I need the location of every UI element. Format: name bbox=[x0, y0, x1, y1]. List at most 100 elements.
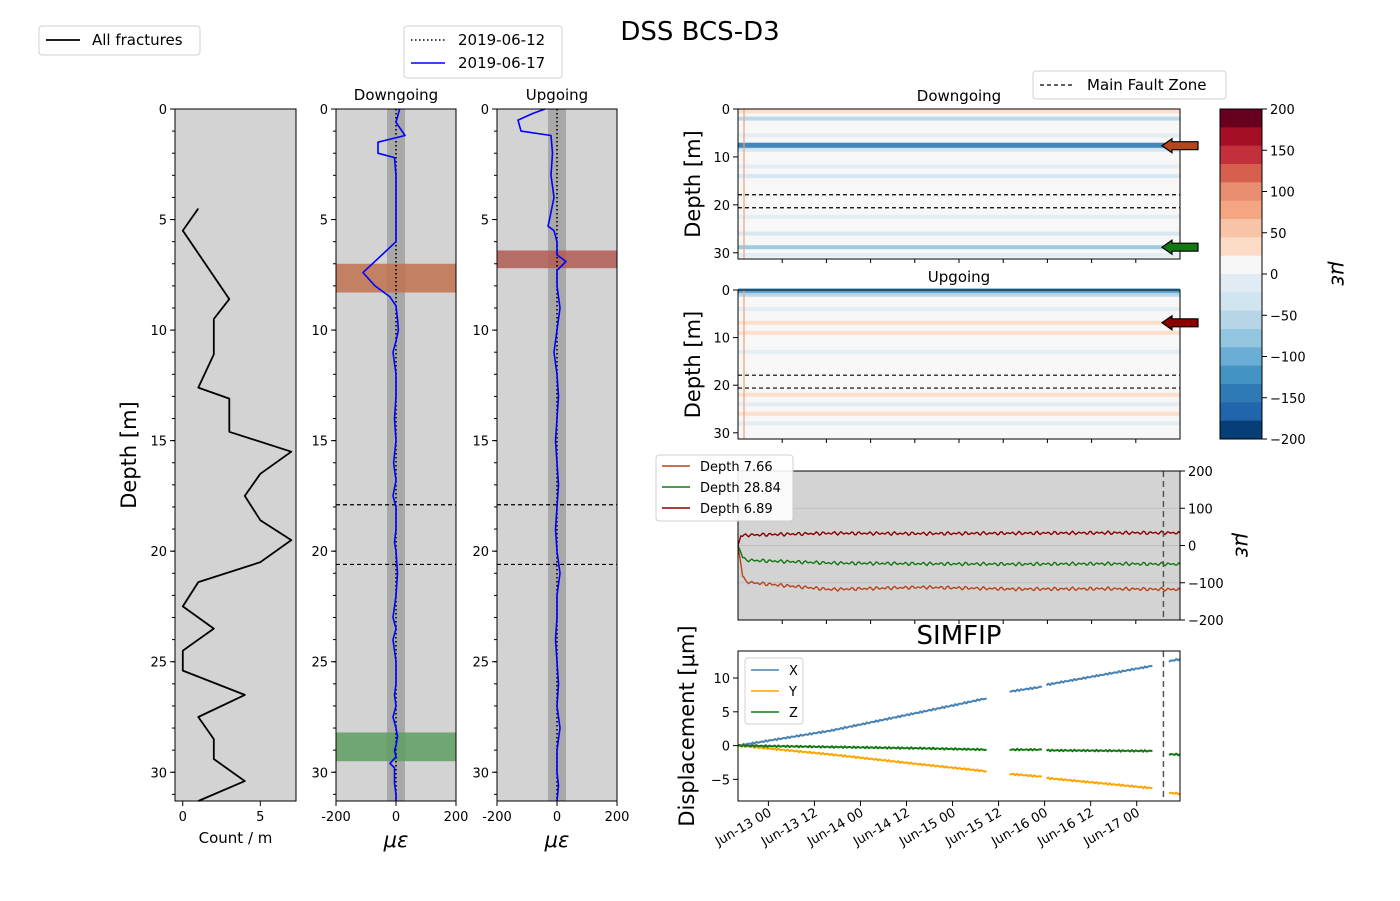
timeseries-ylabel: με bbox=[1231, 532, 1255, 558]
downgoing-waterfall-strain-band bbox=[738, 214, 1180, 219]
simfip-line-Y bbox=[1168, 791, 1181, 796]
fractures-frame bbox=[174, 108, 297, 802]
simfip-ytick-label: 0 bbox=[722, 740, 730, 755]
colorbar-bin bbox=[1220, 347, 1262, 367]
upgoing-waterfall-strain-band bbox=[738, 292, 1180, 297]
upgoing-waterfall-ytick-label: 20 bbox=[713, 379, 730, 394]
simfip-line-Z bbox=[1009, 747, 1043, 752]
timeseries-ytick-label: 100 bbox=[1188, 502, 1213, 517]
fractures-ytick-label: 25 bbox=[150, 656, 167, 671]
downgoing-waterfall-ytick-label: 0 bbox=[722, 103, 730, 118]
legend-label-baseline: 2019-06-12 bbox=[458, 31, 545, 49]
upgoing-waterfall-strain-band bbox=[738, 320, 1180, 325]
downgoing-waterfall-strain-band bbox=[738, 174, 1180, 179]
downgoing-waterfall-strain-band bbox=[738, 116, 1180, 121]
colorbar-tick-label: 50 bbox=[1270, 227, 1287, 242]
figure-title: DSS BCS-D3 bbox=[620, 17, 779, 47]
fault-legend bbox=[1032, 70, 1227, 100]
upgoing-waterfall-ylabel: Depth [m] bbox=[681, 311, 705, 418]
upgoing-profile-highlight-zone bbox=[497, 250, 617, 269]
downgoing-waterfall-strain-band bbox=[738, 147, 1180, 152]
downgoing-profile-series-2019-06-17 bbox=[362, 108, 406, 801]
fractures-ytick-label: 15 bbox=[150, 435, 167, 450]
upgoing-waterfall-strain-band bbox=[738, 330, 1180, 335]
simfip-line-X bbox=[1045, 664, 1153, 687]
colorbar-bin bbox=[1220, 164, 1262, 183]
downgoing-profile-ytick-label: 30 bbox=[311, 766, 328, 781]
upgoing-waterfall-ytick-label: 0 bbox=[722, 284, 730, 299]
fracture-count-line bbox=[181, 207, 293, 802]
profile-legend bbox=[403, 25, 563, 79]
fractures-xtick-label: 0 bbox=[179, 810, 187, 825]
downgoing-waterfall-strain-band bbox=[738, 154, 1180, 159]
simfip-title: SIMFIP bbox=[917, 621, 1002, 651]
timeseries-ytick-label: −100 bbox=[1188, 577, 1224, 592]
simfip-line-Z bbox=[1168, 752, 1181, 757]
downgoing-waterfall-strain-band bbox=[738, 142, 1180, 149]
downgoing-profile-ytick-label: 25 bbox=[311, 656, 328, 671]
upgoing-profile-series-2019-06-17 bbox=[517, 108, 567, 802]
colorbar-bin bbox=[1220, 329, 1262, 348]
simfip-line-Z bbox=[1045, 748, 1153, 753]
fractures-ytick-label: 0 bbox=[159, 103, 167, 118]
simfip-legend-label: Y bbox=[788, 685, 797, 700]
simfip-line-Y bbox=[1046, 776, 1153, 790]
fractures-ytick-label: 10 bbox=[150, 324, 167, 339]
downgoing-profile-ytick-label: 20 bbox=[311, 545, 328, 560]
downgoing-profile-title: Downgoing bbox=[354, 86, 438, 104]
upgoing-profile-ytick-label: 20 bbox=[472, 545, 489, 560]
upgoing-waterfall-ytick-label: 30 bbox=[713, 427, 730, 442]
colorbar-tick-label: −200 bbox=[1270, 433, 1306, 448]
simfip-legend-label: X bbox=[789, 664, 798, 679]
colorbar-bin bbox=[1220, 365, 1262, 385]
timeseries-ytick-label: 200 bbox=[1188, 465, 1213, 480]
timeseries-ytick-label: −200 bbox=[1188, 614, 1224, 629]
downgoing-profile-ytick-label: 10 bbox=[311, 324, 328, 339]
downgoing-waterfall-ytick-label: 10 bbox=[713, 151, 730, 166]
upgoing-profile-ytick-label: 5 bbox=[481, 214, 489, 229]
colorbar-bin bbox=[1220, 274, 1262, 293]
upgoing-waterfall-strain-band bbox=[738, 307, 1180, 312]
colorbar-bin bbox=[1220, 127, 1262, 147]
upgoing-waterfall-strain-band bbox=[738, 359, 1180, 364]
upgoing-waterfall-strain-band bbox=[738, 378, 1180, 383]
timeseries-line-Depth 28.84 bbox=[737, 545, 1181, 567]
colorbar-bin bbox=[1220, 109, 1262, 128]
upgoing-profile-xtick-label: -200 bbox=[482, 810, 512, 825]
colorbar-bin bbox=[1220, 310, 1262, 330]
downgoing-waterfall-ylabel: Depth [m] bbox=[681, 130, 705, 237]
simfip-ytick-label: 10 bbox=[713, 672, 730, 687]
simfip-line-Y bbox=[737, 744, 987, 773]
fractures-ytick-label: 5 bbox=[159, 214, 167, 229]
simfip-line-X bbox=[737, 697, 988, 747]
colorbar-bin bbox=[1220, 292, 1262, 312]
upgoing-profile-ytick-label: 10 bbox=[472, 324, 489, 339]
downgoing-waterfall-depth-arrow bbox=[1160, 137, 1199, 154]
simfip-frame bbox=[737, 650, 1181, 802]
colorbar-bin bbox=[1220, 200, 1262, 220]
colorbar-bin bbox=[1220, 219, 1262, 238]
colorbar-tick-label: 0 bbox=[1270, 268, 1278, 283]
upgoing-profile-xtick-label: 200 bbox=[605, 810, 630, 825]
upgoing-waterfall-strain-band bbox=[738, 349, 1180, 354]
timeseries-ytick-label: 0 bbox=[1188, 540, 1196, 555]
timeseries-line-Depth 6.89 bbox=[737, 530, 1181, 546]
downgoing-profile-xtick-label: 200 bbox=[444, 810, 469, 825]
fractures-background bbox=[175, 109, 296, 801]
downgoing-waterfall-strain-band bbox=[738, 183, 1180, 188]
downgoing-profile-ytick-label: 0 bbox=[320, 103, 328, 118]
colorbar-bin bbox=[1220, 420, 1262, 440]
downgoing-profile-xlabel: με bbox=[383, 828, 409, 852]
downgoing-waterfall-strain-band bbox=[738, 231, 1180, 236]
downgoing-waterfall-strain-band bbox=[738, 164, 1180, 169]
colorbar-label: με bbox=[1327, 261, 1351, 287]
upgoing-waterfall-strain-band bbox=[738, 430, 1180, 435]
plot-layer: 0 5 10 15 20 25 30 0 5 Count / m Depth [m] All frac… bbox=[38, 25, 1351, 852]
upgoing-waterfall-title: Upgoing bbox=[928, 268, 990, 286]
upgoing-profile-title: Upgoing bbox=[526, 86, 588, 104]
downgoing-waterfall-title: Downgoing bbox=[917, 87, 1001, 105]
downgoing-profile-xtick-label: 0 bbox=[392, 810, 400, 825]
colorbar-tick-label: −150 bbox=[1270, 392, 1306, 407]
simfip-background bbox=[738, 651, 1180, 801]
upgoing-profile-xtick-label: 0 bbox=[553, 810, 561, 825]
